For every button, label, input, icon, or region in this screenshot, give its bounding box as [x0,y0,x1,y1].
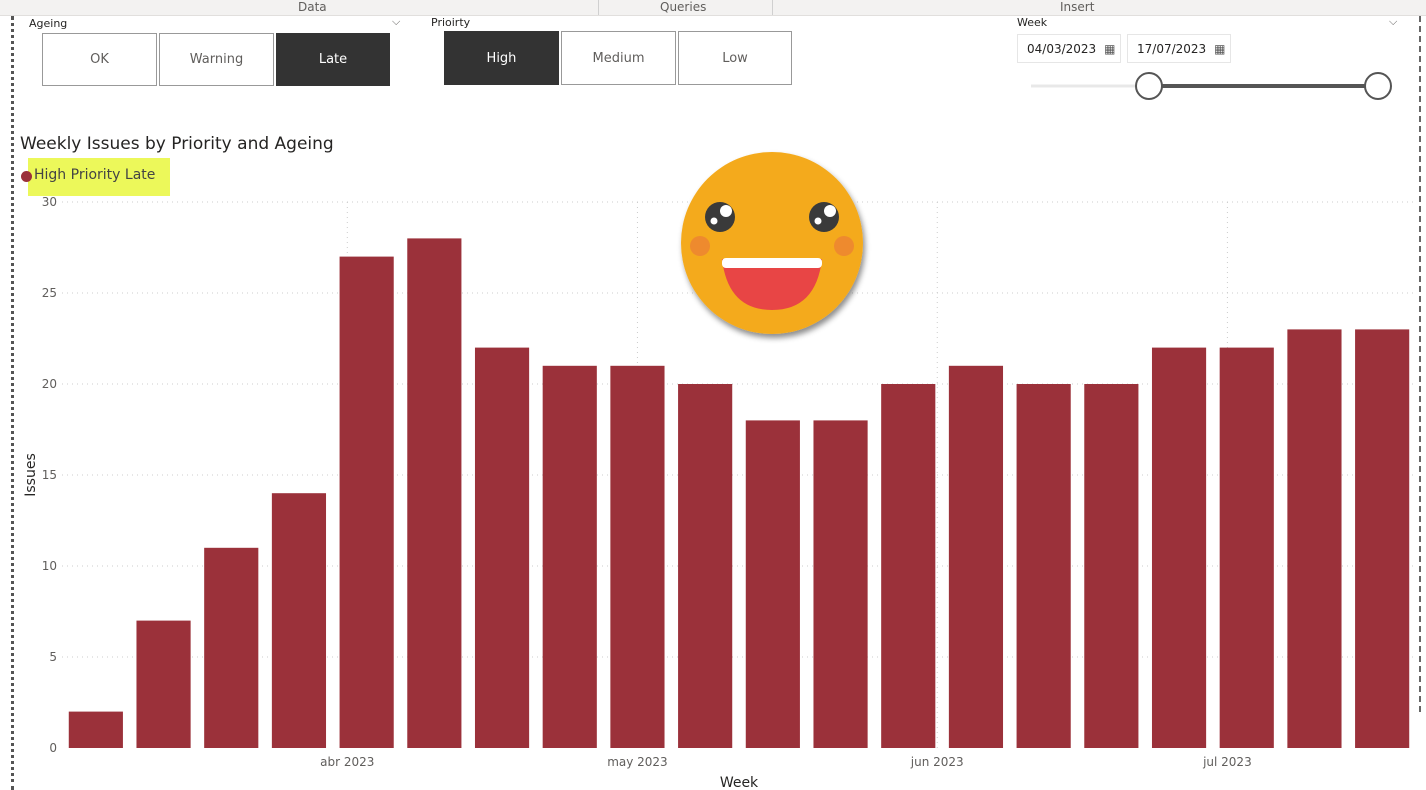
ribbon-separator [598,0,599,15]
y-tick-label: 30 [42,195,57,209]
bar [407,238,462,748]
ageing-late-button[interactable]: Late [276,33,390,86]
x-axis-title: Week [720,775,759,790]
calendar-icon[interactable]: ▦ [1214,41,1226,56]
bar [1016,384,1071,748]
x-tick-label: jul 2023 [1202,755,1252,769]
y-tick-label: 5 [49,650,57,664]
bar [271,493,327,748]
bar [1355,329,1410,748]
y-tick-label: 15 [42,468,57,482]
bar [136,620,191,748]
laughing-face-emoji [681,152,863,334]
start-date-value: 04/03/2023 [1027,41,1097,56]
end-date-input[interactable]: 17/07/2023 ▦ [1127,34,1231,63]
priority-high-button[interactable]: High [444,31,559,85]
bar [881,384,936,748]
y-tick-label: 10 [42,559,57,573]
priority-low-button[interactable]: Low [678,31,792,85]
bar [474,347,530,748]
calendar-icon[interactable]: ▦ [1104,41,1116,56]
visual-border [1419,16,1421,712]
x-tick-label: jun 2023 [910,755,964,769]
bar [1084,384,1139,748]
legend-marker [21,171,32,182]
y-tick-label: 0 [49,741,57,755]
y-tick-label: 20 [42,377,57,391]
priority-medium-button[interactable]: Medium [561,31,676,85]
bar [948,365,1004,748]
bar [610,365,665,748]
x-tick-label: may 2023 [607,755,668,769]
y-tick-label: 25 [42,286,57,300]
bar [68,711,123,748]
bar [542,365,597,748]
chart-title: Weekly Issues by Priority and Ageing [20,134,334,154]
ribbon-separator [772,0,773,15]
slider-start-handle[interactable] [1135,72,1163,100]
bar [1151,347,1207,748]
tab-queries[interactable]: Queries [660,0,707,14]
chevron-down-icon[interactable]: ⌵ [1389,15,1398,28]
legend-highlight [28,158,170,196]
chevron-down-icon[interactable]: ⌵ [392,15,401,28]
start-date-input[interactable]: 04/03/2023 ▦ [1017,34,1121,63]
week-range-slider[interactable] [1025,70,1405,104]
y-axis-title: Issues [23,453,39,497]
bar [745,420,800,748]
slider-end-handle[interactable] [1364,72,1392,100]
ribbon: Data Queries Insert [0,0,1426,16]
end-date-value: 17/07/2023 [1137,41,1207,56]
bar [813,420,868,748]
ageing-warning-button[interactable]: Warning [159,33,274,86]
bar [204,547,259,748]
week-label: Week [1017,16,1048,29]
x-tick-label: abr 2023 [320,755,374,769]
bar [678,384,733,748]
tab-data[interactable]: Data [298,0,327,14]
tab-insert[interactable]: Insert [1060,0,1095,14]
bar [339,256,394,748]
bar [1219,347,1274,748]
ageing-label: Ageing [29,17,68,30]
visual-border [11,16,14,790]
bar [1287,329,1342,748]
ageing-ok-button[interactable]: OK [42,33,157,86]
priority-label: Prioirty [431,16,471,29]
legend-item[interactable]: High Priority Late [34,167,156,183]
